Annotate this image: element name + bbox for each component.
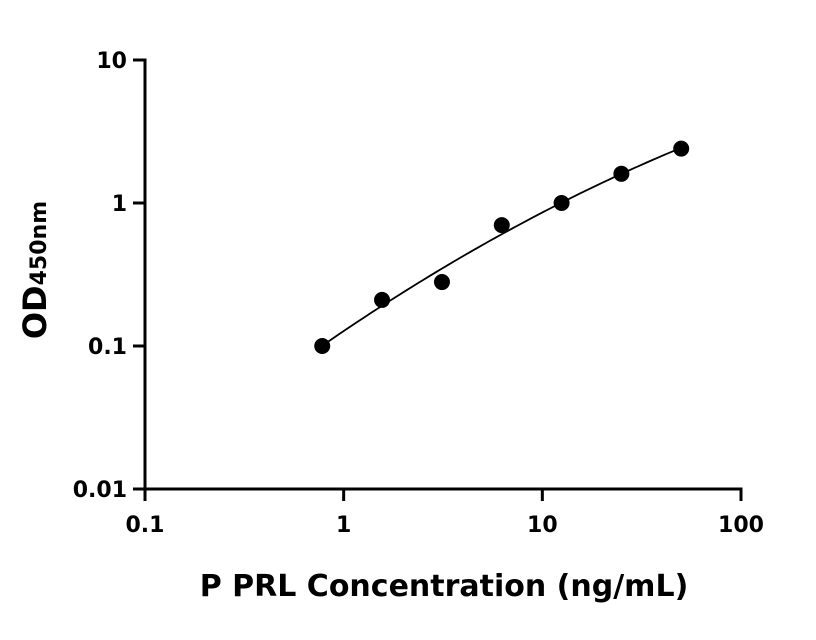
y-tick-label: 0.01 <box>73 478 127 503</box>
data-point <box>673 140 690 157</box>
data-point <box>493 217 510 234</box>
y-axis-title: OD450nm <box>16 201 54 339</box>
y-tick-label: 10 <box>96 49 127 74</box>
data-point <box>553 195 570 211</box>
y-tick-label: 0.1 <box>88 335 127 360</box>
y-axis-title-main: OD <box>16 285 54 339</box>
data-point <box>314 338 331 354</box>
x-tick-label: 0.1 <box>126 513 165 538</box>
y-axis-ticks: 0.01 0.1 1 10 <box>73 49 145 503</box>
data-point <box>374 291 391 308</box>
data-points <box>314 140 690 354</box>
y-tick-label: 1 <box>112 192 127 217</box>
x-tick-label: 1 <box>336 513 351 538</box>
x-axis-title: P PRL Concentration (ng/mL) <box>200 569 689 604</box>
y-axis-title-subscript: 450nm <box>27 201 52 286</box>
x-axis-ticks: 0.1 1 10 100 <box>126 489 764 538</box>
x-tick-label: 10 <box>527 513 558 538</box>
data-point <box>613 165 630 182</box>
x-tick-label: 100 <box>718 513 764 538</box>
data-point <box>433 274 450 291</box>
